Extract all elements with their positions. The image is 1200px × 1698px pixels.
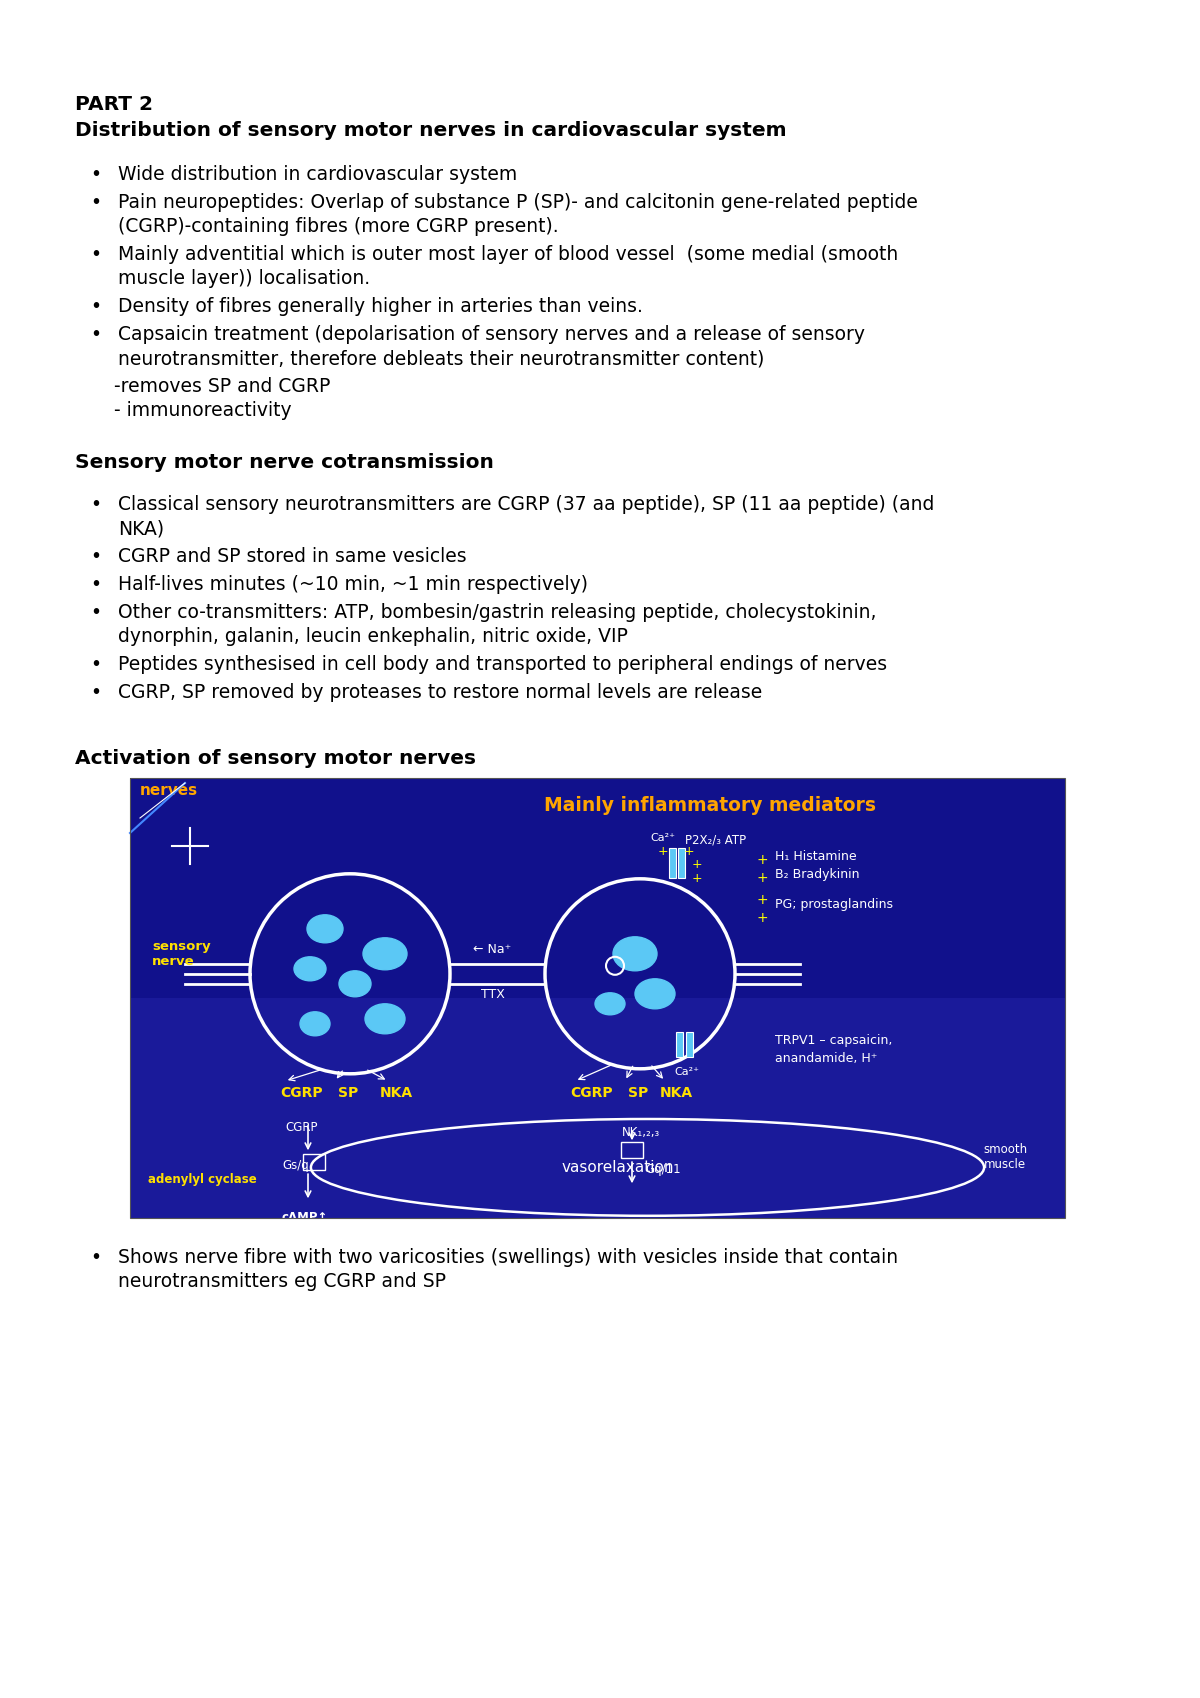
Text: H₁ Histamine: H₁ Histamine xyxy=(775,851,857,863)
Text: •: • xyxy=(90,547,101,565)
Text: nerves: nerves xyxy=(140,783,198,798)
Text: Gs/q: Gs/q xyxy=(282,1160,308,1172)
Ellipse shape xyxy=(595,993,625,1015)
Text: CGRP, SP removed by proteases to restore normal levels are release: CGRP, SP removed by proteases to restore… xyxy=(118,683,762,701)
Text: •: • xyxy=(90,194,101,212)
Text: cAMP↑: cAMP↑ xyxy=(282,1211,329,1224)
Text: TTX: TTX xyxy=(480,988,504,1000)
Text: Pain neuropeptides: Overlap of substance P (SP)- and calcitonin gene-related pep: Pain neuropeptides: Overlap of substance… xyxy=(118,194,918,212)
Text: Wide distribution in cardiovascular system: Wide distribution in cardiovascular syst… xyxy=(118,165,517,183)
Text: - immunoreactivity: - immunoreactivity xyxy=(108,401,292,419)
Text: Kₐₜₚ: Kₐₜₚ xyxy=(282,1229,307,1243)
Text: CGRP: CGRP xyxy=(570,1087,613,1100)
Text: NKA: NKA xyxy=(660,1087,694,1100)
FancyBboxPatch shape xyxy=(686,1032,694,1056)
Text: •: • xyxy=(90,165,101,183)
Text: Shows nerve fibre with two varicosities (swellings) with vesicles inside that co: Shows nerve fibre with two varicosities … xyxy=(118,1248,898,1267)
Ellipse shape xyxy=(635,978,674,1009)
Text: Mainly inflammatory mediators: Mainly inflammatory mediators xyxy=(544,796,876,815)
Text: •: • xyxy=(90,655,101,674)
Text: SP: SP xyxy=(338,1087,359,1100)
Text: neurotransmitter, therefore debleats their neurotransmitter content): neurotransmitter, therefore debleats the… xyxy=(118,350,764,368)
Text: +: + xyxy=(691,857,702,871)
Text: Ca²⁺: Ca²⁺ xyxy=(674,1066,698,1077)
Ellipse shape xyxy=(365,1004,406,1034)
Text: Peptides synthesised in cell body and transported to peripheral endings of nerve: Peptides synthesised in cell body and tr… xyxy=(118,655,887,674)
Text: •: • xyxy=(90,496,101,514)
Text: +: + xyxy=(756,912,768,925)
Text: +: + xyxy=(756,852,768,868)
Text: Activation of sensory motor nerves: Activation of sensory motor nerves xyxy=(74,749,476,767)
Text: smooth
muscle: smooth muscle xyxy=(983,1143,1027,1172)
Text: +: + xyxy=(756,871,768,885)
Text: vasorelaxation: vasorelaxation xyxy=(562,1160,673,1175)
Text: CGRP: CGRP xyxy=(286,1121,318,1134)
Text: Distribution of sensory motor nerves in cardiovascular system: Distribution of sensory motor nerves in … xyxy=(74,121,787,139)
Ellipse shape xyxy=(307,915,343,942)
FancyBboxPatch shape xyxy=(130,778,1066,998)
FancyBboxPatch shape xyxy=(676,1032,683,1056)
Text: Sensory motor nerve cotransmission: Sensory motor nerve cotransmission xyxy=(74,453,494,472)
Text: Ca²⁺: Ca²⁺ xyxy=(650,834,674,842)
Text: Mainly adventitial which is outer most layer of blood vessel  (some medial (smoo: Mainly adventitial which is outer most l… xyxy=(118,245,899,263)
Text: muscle layer)) localisation.: muscle layer)) localisation. xyxy=(118,268,370,289)
Text: P2X₂/₃ ATP: P2X₂/₃ ATP xyxy=(685,834,746,846)
Text: +: + xyxy=(691,871,702,885)
Text: •: • xyxy=(90,245,101,263)
Text: adenylyl cyclase: adenylyl cyclase xyxy=(148,1173,257,1187)
Text: •: • xyxy=(90,683,101,701)
Ellipse shape xyxy=(364,937,407,970)
Text: CGRP: CGRP xyxy=(280,1087,323,1100)
Text: NKA): NKA) xyxy=(118,520,164,538)
Text: Capsaicin treatment (depolarisation of sensory nerves and a release of sensory: Capsaicin treatment (depolarisation of s… xyxy=(118,324,865,345)
Text: Half-lives minutes (~10 min, ~1 min respectively): Half-lives minutes (~10 min, ~1 min resp… xyxy=(118,576,588,594)
FancyBboxPatch shape xyxy=(130,778,1066,1217)
Ellipse shape xyxy=(340,971,371,997)
Text: anandamide, H⁺: anandamide, H⁺ xyxy=(775,1051,877,1065)
Text: neurotransmitters eg CGRP and SP: neurotransmitters eg CGRP and SP xyxy=(118,1272,446,1290)
Text: sensory
nerve: sensory nerve xyxy=(152,939,211,968)
Text: +: + xyxy=(756,893,768,907)
Text: SP: SP xyxy=(628,1087,648,1100)
Text: Gq/11: Gq/11 xyxy=(646,1163,680,1177)
Text: +: + xyxy=(658,844,668,857)
Ellipse shape xyxy=(613,937,658,971)
Text: •: • xyxy=(90,297,101,316)
Text: +: + xyxy=(684,844,695,857)
Text: -removes SP and CGRP: -removes SP and CGRP xyxy=(108,377,330,396)
Ellipse shape xyxy=(300,1012,330,1036)
Text: CGRP and SP stored in same vesicles: CGRP and SP stored in same vesicles xyxy=(118,547,467,565)
Text: PART 2: PART 2 xyxy=(74,95,154,114)
Text: ← Na⁺: ← Na⁺ xyxy=(473,942,511,956)
Text: dynorphin, galanin, leucin enkephalin, nitric oxide, VIP: dynorphin, galanin, leucin enkephalin, n… xyxy=(118,627,628,645)
FancyBboxPatch shape xyxy=(670,847,676,878)
Text: NKA: NKA xyxy=(380,1087,413,1100)
Text: NK₁,₂,₃: NK₁,₂,₃ xyxy=(622,1126,660,1139)
Text: (CGRP)-containing fibres (more CGRP present).: (CGRP)-containing fibres (more CGRP pres… xyxy=(118,217,559,236)
Ellipse shape xyxy=(294,956,326,981)
Text: PG; prostaglandins: PG; prostaglandins xyxy=(775,898,893,912)
Text: B₂ Bradykinin: B₂ Bradykinin xyxy=(775,868,859,881)
Text: Density of fibres generally higher in arteries than veins.: Density of fibres generally higher in ar… xyxy=(118,297,643,316)
Text: •: • xyxy=(90,603,101,621)
Text: •: • xyxy=(90,324,101,345)
Text: Other co-transmitters: ATP, bombesin/gastrin releasing peptide, cholecystokinin,: Other co-transmitters: ATP, bombesin/gas… xyxy=(118,603,876,621)
Text: •: • xyxy=(90,1248,101,1267)
FancyBboxPatch shape xyxy=(678,847,685,878)
Text: •: • xyxy=(90,576,101,594)
Text: TRPV1 – capsaicin,: TRPV1 – capsaicin, xyxy=(775,1034,893,1046)
Text: Classical sensory neurotransmitters are CGRP (37 aa peptide), SP (11 aa peptide): Classical sensory neurotransmitters are … xyxy=(118,496,935,514)
